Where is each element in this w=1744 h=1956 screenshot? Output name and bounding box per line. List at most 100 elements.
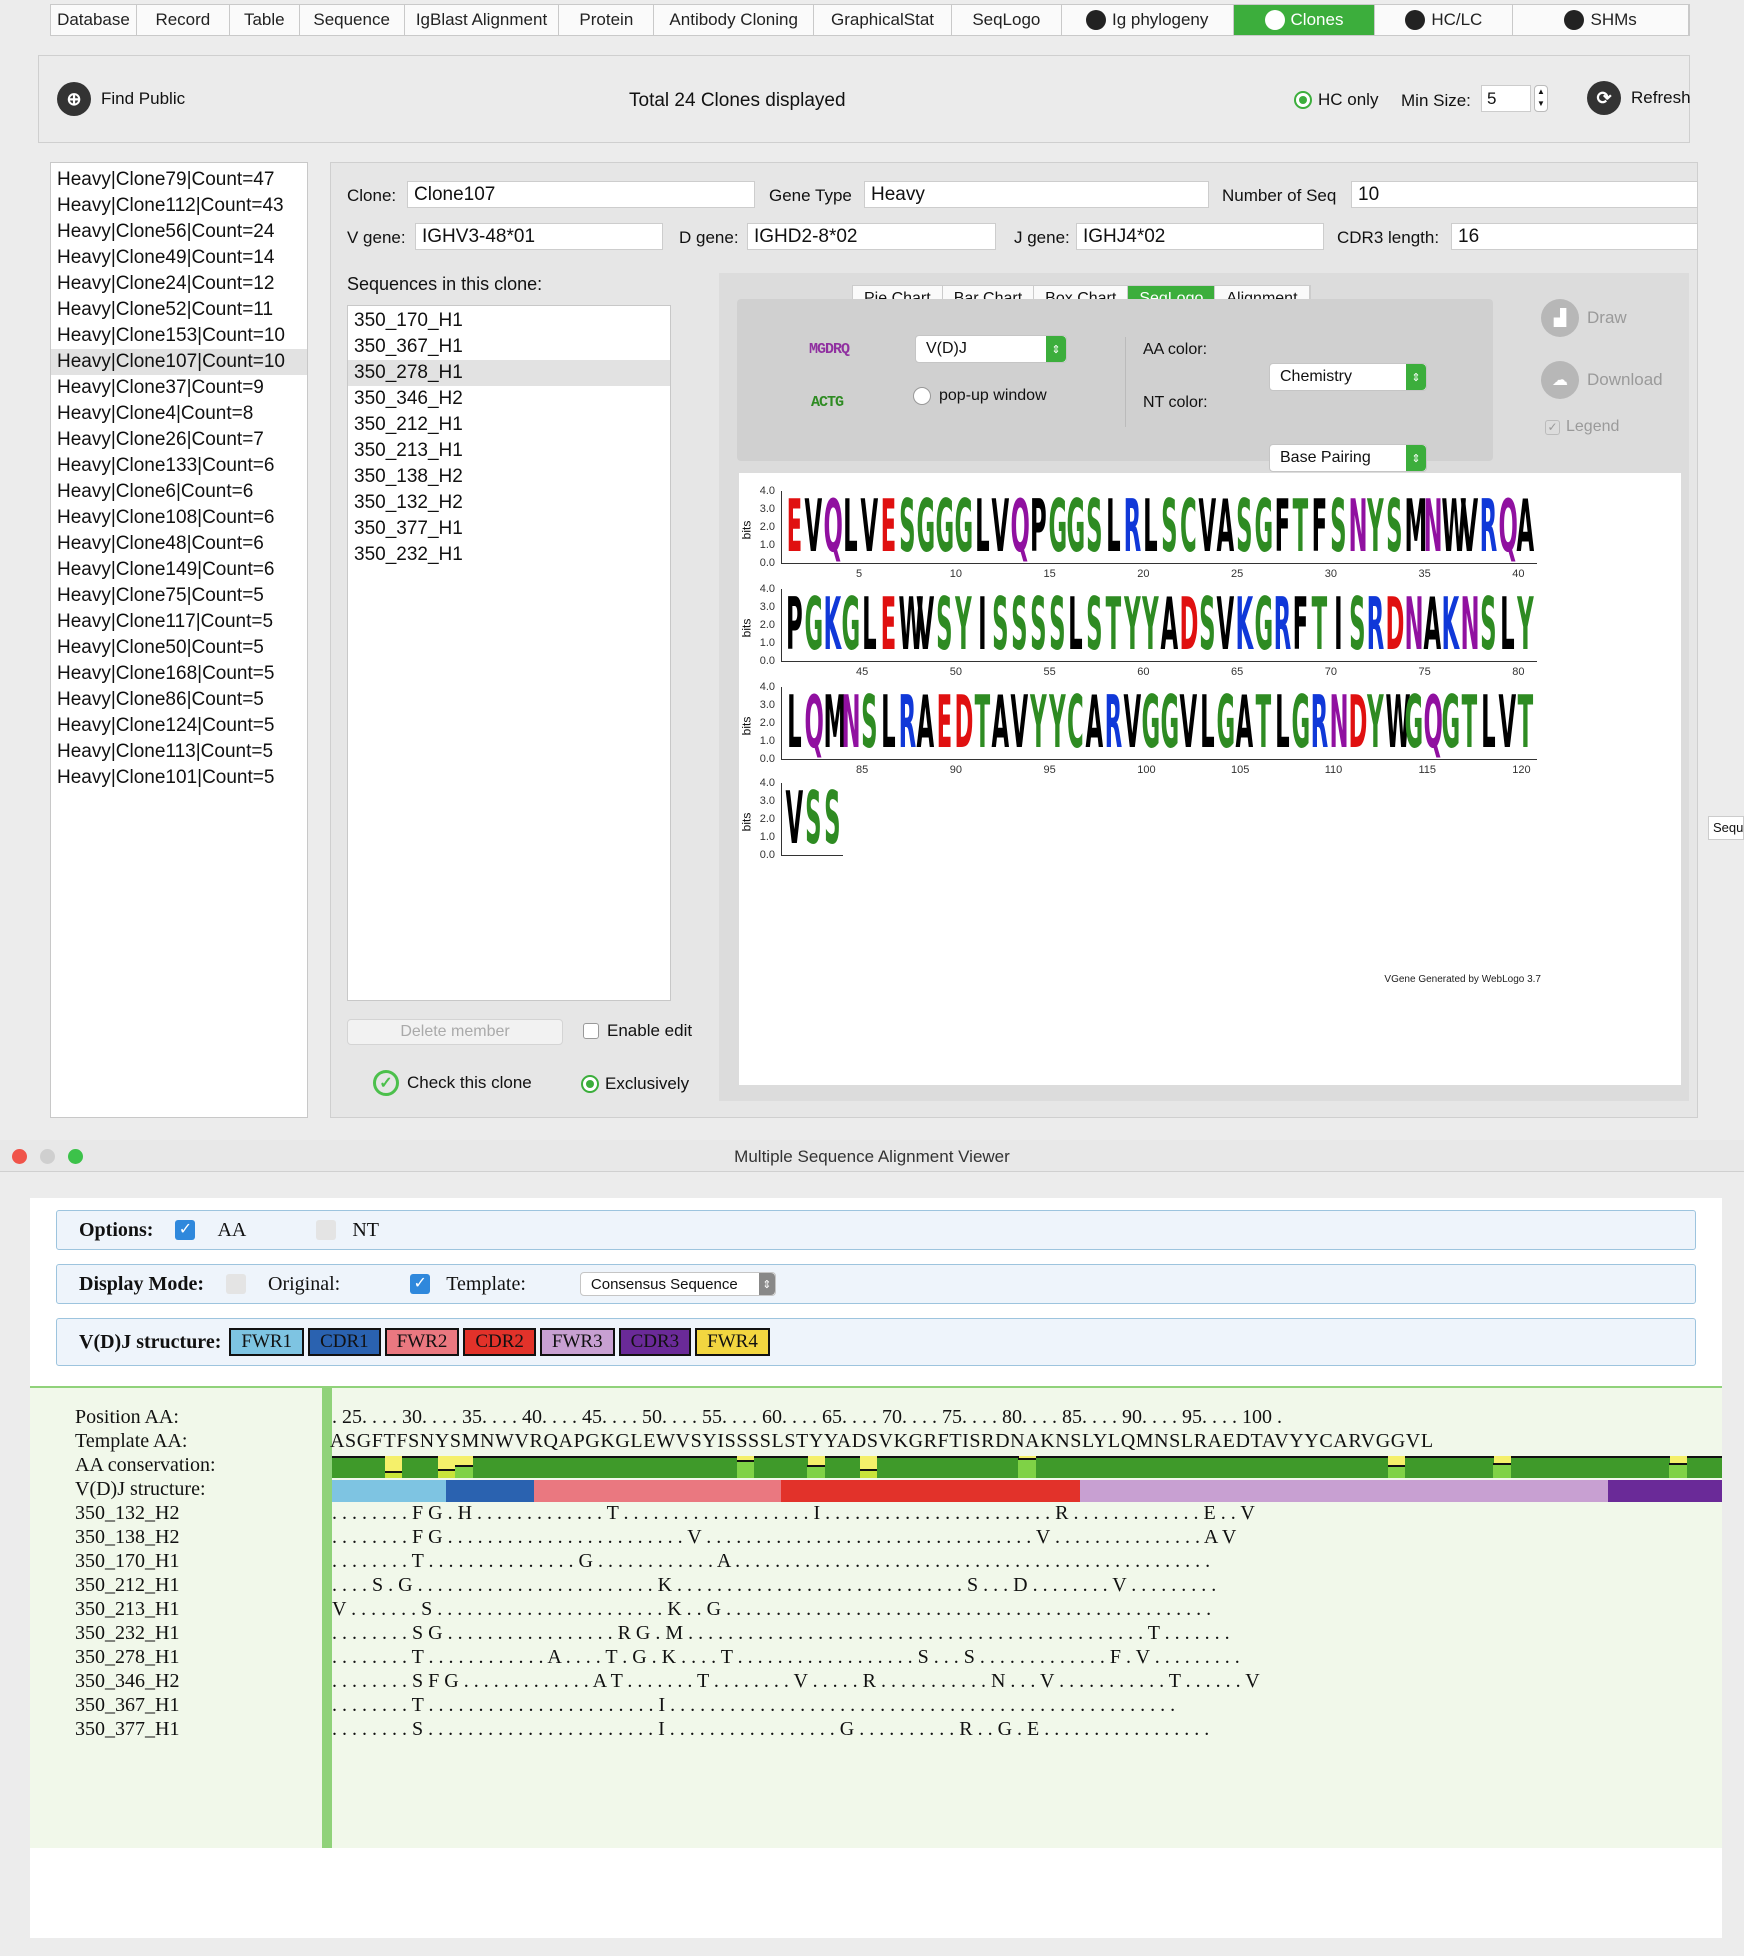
sequence-list-item[interactable]: 350_346_H2 (354, 388, 463, 409)
close-window-icon[interactable] (12, 1149, 27, 1164)
alignment-seq-name[interactable]: 350_377_H1 (75, 1718, 180, 1740)
alignment-seq-name[interactable]: 350_138_H2 (75, 1526, 180, 1548)
clone-list-item[interactable]: Heavy|Clone117|Count=5 (57, 611, 274, 632)
tab-graphicalstat[interactable]: GraphicalStat (814, 5, 952, 35)
original-checkbox[interactable] (226, 1274, 246, 1294)
alignment-seq-name[interactable]: 350_170_H1 (75, 1550, 180, 1572)
sequence-list-item[interactable]: 350_213_H1 (354, 440, 463, 461)
legend-checkbox[interactable]: ✓ Legend (1545, 418, 1619, 436)
logo-column: V (785, 783, 804, 855)
tab-shms[interactable]: SHMs (1513, 5, 1690, 35)
clone-list-item[interactable]: Heavy|Clone79|Count=47 (57, 169, 275, 190)
clone-list-item[interactable]: Heavy|Clone50|Count=5 (57, 637, 264, 658)
sequence-list[interactable]: 350_170_H1 350_367_H1 350_278_H1 350_346_H2… (347, 305, 671, 1001)
clone-list-item[interactable]: Heavy|Clone52|Count=11 (57, 299, 274, 320)
sequence-list-item[interactable]: 350_132_H2 (354, 492, 463, 513)
refresh-button[interactable]: ⟳ Refresh (1587, 81, 1691, 115)
v-gene-field[interactable]: IGHV3-48*01 (415, 223, 663, 250)
min-size-input[interactable]: 5 (1481, 85, 1531, 112)
clone-list-item[interactable]: Heavy|Clone24|Count=12 (57, 273, 275, 294)
clone-list-item[interactable]: Heavy|Clone56|Count=24 (57, 221, 275, 242)
alignment-seq-name[interactable]: 350_132_H2 (75, 1502, 180, 1524)
clone-list-item[interactable]: Heavy|Clone75|Count=5 (57, 585, 264, 606)
alignment-seq-name[interactable]: 350_278_H1 (75, 1646, 180, 1668)
clone-list[interactable]: Heavy|Clone79|Count=47 Heavy|Clone112|Cou… (50, 162, 308, 1118)
alignment-seq-name[interactable]: 350_367_H1 (75, 1694, 180, 1716)
tab-protein[interactable]: Protein (559, 5, 655, 35)
clone-list-item[interactable]: Heavy|Clone101|Count=5 (57, 767, 275, 788)
tab-antibody-cloning[interactable]: Antibody Cloning (654, 5, 815, 35)
clone-list-item[interactable]: Heavy|Clone124|Count=5 (57, 715, 275, 736)
template-select[interactable]: Consensus Sequence ⇕ (579, 1272, 776, 1296)
clone-list-item[interactable]: Heavy|Clone86|Count=5 (57, 689, 264, 710)
nt-color-select[interactable]: Base Pairing ⇕ (1269, 444, 1427, 472)
find-public-button[interactable]: ⊕ Find Public (57, 82, 185, 116)
j-gene-field[interactable]: IGHJ4*02 (1076, 223, 1324, 250)
clone-list-item[interactable]: Heavy|Clone49|Count=14 (57, 247, 275, 268)
tab-label: IgBlast Alignment (415, 10, 548, 29)
alignment-seq-name[interactable]: 350_232_H1 (75, 1622, 180, 1644)
region-select[interactable]: V(D)J ⇕ (915, 335, 1067, 363)
cdr3-length-field[interactable]: 16 (1451, 223, 1698, 250)
maximize-window-icon[interactable] (68, 1149, 83, 1164)
logo-column: R (1273, 589, 1292, 661)
clone-list-item[interactable]: Heavy|Clone113|Count=5 (57, 741, 274, 762)
draw-button[interactable]: ▟ Draw (1541, 299, 1627, 337)
logo-letter: V (991, 485, 1010, 569)
sequence-list-item[interactable]: 350_377_H1 (354, 518, 463, 539)
sequence-list-item[interactable]: 350_232_H1 (354, 544, 463, 565)
exclusively-radio[interactable]: Exclusively (581, 1074, 689, 1094)
sequence-list-item[interactable]: 350_278_H1 (348, 360, 670, 386)
tab-hc-lc[interactable]: HC/LC (1375, 5, 1514, 35)
clone-list-item[interactable]: Heavy|Clone107|Count=10 (51, 349, 307, 375)
options-bar: Options: ✓ AA NT (56, 1210, 1696, 1250)
tab-seqlogo[interactable]: SeqLogo (952, 5, 1062, 35)
hc-only-radio[interactable]: HC only (1294, 90, 1378, 110)
alignment-seq-name[interactable]: 350_213_H1 (75, 1598, 180, 1620)
clone-list-item[interactable]: Heavy|Clone26|Count=7 (57, 429, 264, 450)
tab-clones[interactable]: Clones (1233, 5, 1376, 35)
sequence-list-item[interactable]: 350_138_H2 (354, 466, 463, 487)
clone-list-item[interactable]: Heavy|Clone153|Count=10 (57, 325, 285, 346)
clone-list-item[interactable]: Heavy|Clone37|Count=9 (57, 377, 264, 398)
alignment-seq-name[interactable]: 350_346_H2 (75, 1670, 180, 1692)
clone-list-item[interactable]: Heavy|Clone4|Count=8 (57, 403, 254, 424)
tab-database[interactable]: Database (51, 5, 137, 35)
sequence-list-item[interactable]: 350_170_H1 (354, 310, 463, 331)
sequence-list-item[interactable]: 350_212_H1 (354, 414, 463, 435)
gene-type-field[interactable]: Heavy (864, 181, 1209, 208)
clone-list-item[interactable]: Heavy|Clone133|Count=6 (57, 455, 275, 476)
logo-letter: T (1292, 485, 1309, 569)
aa-color-select[interactable]: Chemistry ⇕ (1269, 363, 1427, 391)
side-panel-tab[interactable]: Sequ (1708, 816, 1744, 840)
clone-list-item[interactable]: Heavy|Clone112|Count=43 (57, 195, 284, 216)
popup-window-radio[interactable]: pop-up window (913, 387, 1047, 405)
conservation-bar (1598, 1456, 1617, 1478)
template-checkbox[interactable]: ✓ (410, 1274, 431, 1294)
alignment-seq-name[interactable]: 350_212_H1 (75, 1574, 180, 1596)
number-of-seq-field[interactable]: 10 (1351, 181, 1698, 208)
clone-field[interactable]: Clone107 (407, 181, 755, 208)
clone-list-item[interactable]: Heavy|Clone168|Count=5 (57, 663, 275, 684)
aa-checkbox[interactable]: ✓ (175, 1220, 196, 1240)
clone-list-item[interactable]: Heavy|Clone6|Count=6 (57, 481, 254, 502)
clone-list-item[interactable]: Heavy|Clone149|Count=6 (57, 559, 275, 580)
logo-letter: Q (1422, 681, 1443, 765)
tab-sequence[interactable]: Sequence (300, 5, 405, 35)
clone-list-item[interactable]: Heavy|Clone108|Count=6 (57, 507, 275, 528)
nt-checkbox[interactable] (316, 1220, 337, 1240)
download-button[interactable]: ☁ Download (1541, 361, 1663, 399)
min-size-stepper[interactable]: ▲ ▼ (1534, 85, 1548, 112)
tab-record[interactable]: Record (137, 5, 230, 35)
minimize-window-icon[interactable] (40, 1149, 55, 1164)
clone-list-item[interactable]: Heavy|Clone48|Count=6 (57, 533, 264, 554)
tab-igblast-alignment[interactable]: IgBlast Alignment (405, 5, 560, 35)
tab-ig-phylogeny[interactable]: Ig phylogeny (1062, 5, 1234, 35)
enable-edit-checkbox[interactable]: Enable edit (583, 1021, 692, 1041)
logo-letter: L (880, 681, 896, 765)
check-clone-button[interactable]: ✓ Check this clone (373, 1070, 532, 1096)
delete-member-button[interactable]: Delete member (347, 1019, 563, 1045)
sequence-list-item[interactable]: 350_367_H1 (354, 336, 463, 357)
tab-table[interactable]: Table (230, 5, 300, 35)
d-gene-field[interactable]: IGHD2-8*02 (747, 223, 996, 250)
